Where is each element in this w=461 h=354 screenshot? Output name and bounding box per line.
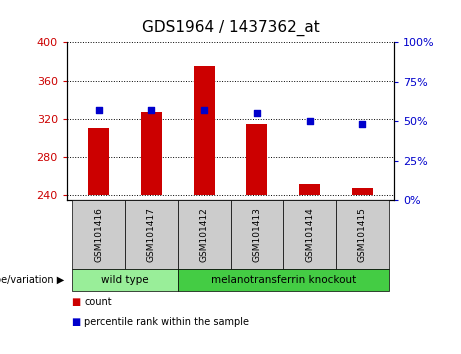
Point: [95, 107, 102, 113]
Bar: [125, 200, 177, 269]
Bar: [299, 184, 320, 195]
Bar: [72, 200, 125, 269]
Text: GSM101414: GSM101414: [305, 207, 314, 262]
Point: [306, 118, 313, 124]
Bar: [88, 129, 109, 195]
Text: GSM101413: GSM101413: [252, 207, 261, 262]
Point: [148, 107, 155, 113]
Text: ■: ■: [71, 317, 81, 327]
Bar: [352, 188, 373, 195]
Bar: [194, 66, 215, 195]
Bar: [336, 200, 389, 269]
Point: [201, 107, 208, 113]
Bar: [284, 200, 336, 269]
Text: melanotransferrin knockout: melanotransferrin knockout: [211, 275, 356, 285]
Text: GSM101416: GSM101416: [94, 207, 103, 262]
Bar: [72, 269, 177, 291]
Text: GDS1964 / 1437362_at: GDS1964 / 1437362_at: [142, 19, 319, 36]
Bar: [141, 112, 162, 195]
Point: [359, 121, 366, 127]
Text: ■: ■: [71, 297, 81, 307]
Bar: [246, 124, 267, 195]
Text: genotype/variation ▶: genotype/variation ▶: [0, 275, 65, 285]
Text: GSM101415: GSM101415: [358, 207, 367, 262]
Bar: [177, 200, 230, 269]
Text: count: count: [84, 297, 112, 307]
Text: GSM101417: GSM101417: [147, 207, 156, 262]
Bar: [177, 269, 389, 291]
Text: wild type: wild type: [101, 275, 149, 285]
Text: GSM101412: GSM101412: [200, 207, 209, 262]
Bar: [230, 200, 284, 269]
Point: [253, 110, 260, 116]
Text: percentile rank within the sample: percentile rank within the sample: [84, 317, 249, 327]
